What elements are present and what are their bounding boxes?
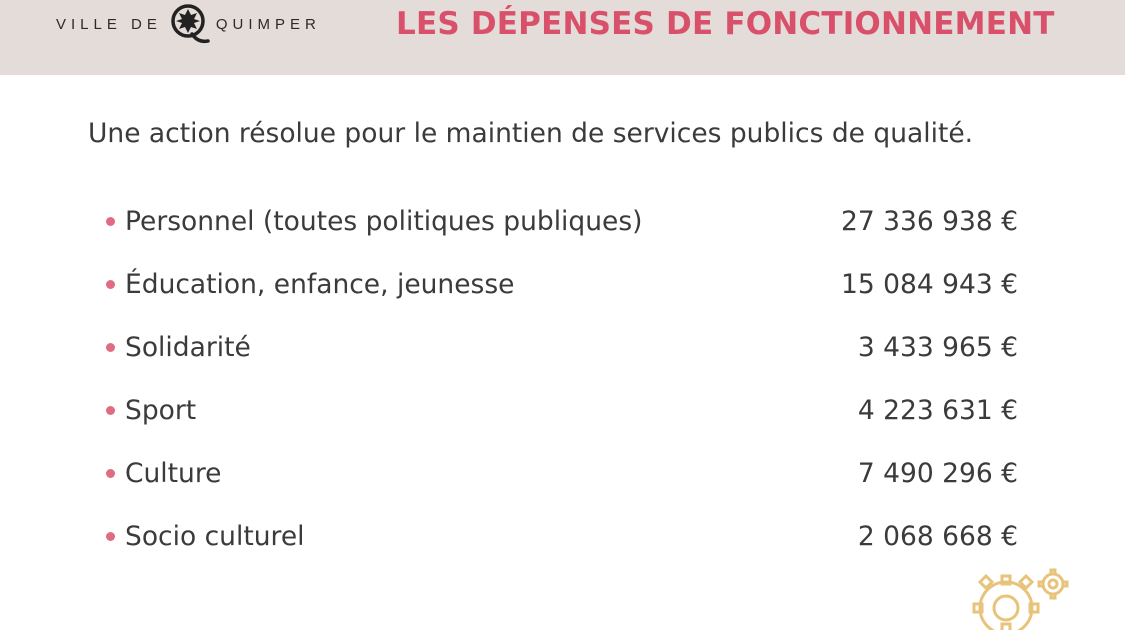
item-amount: 2 068 668 € <box>857 521 1018 552</box>
list-item: Sport 4 223 631 € <box>106 379 1018 442</box>
subtitle: Une action résolue pour le maintien de s… <box>88 118 974 149</box>
item-label: Solidarité <box>125 332 251 363</box>
city-logo: VILLE DE QUIMPER <box>56 4 321 44</box>
item-amount: 27 336 938 € <box>840 206 1018 237</box>
quimper-emblem-icon <box>171 4 210 44</box>
list-item: Personnel (toutes politiques publiques) … <box>106 190 1018 253</box>
list-item: Solidarité 3 433 965 € <box>106 316 1018 379</box>
item-amount: 4 223 631 € <box>857 395 1018 426</box>
list-item: Culture 7 490 296 € <box>106 442 1018 505</box>
page-title: LES DÉPENSES DE FONCTIONNEMENT <box>396 6 1055 42</box>
gears-icon <box>972 568 1069 630</box>
item-amount: 3 433 965 € <box>857 332 1018 363</box>
list-item: Éducation, enfance, jeunesse 15 084 943 … <box>106 253 1018 316</box>
item-label: Éducation, enfance, jeunesse <box>125 269 515 300</box>
logo-text-right: QUIMPER <box>215 15 321 33</box>
bullet-icon <box>106 343 115 352</box>
item-label: Culture <box>125 458 222 489</box>
item-amount: 15 084 943 € <box>840 269 1018 300</box>
item-amount: 7 490 296 € <box>857 458 1018 489</box>
bullet-icon <box>106 406 115 415</box>
bullet-icon <box>106 217 115 226</box>
logo-text-left: VILLE DE <box>56 15 162 33</box>
bullet-icon <box>106 532 115 541</box>
item-label: Sport <box>125 395 197 426</box>
item-label: Socio culturel <box>125 521 305 552</box>
bullet-icon <box>106 280 115 289</box>
expense-list: Personnel (toutes politiques publiques) … <box>106 190 1018 568</box>
bullet-icon <box>106 469 115 478</box>
item-label: Personnel (toutes politiques publiques) <box>125 206 643 237</box>
list-item: Socio culturel 2 068 668 € <box>106 505 1018 568</box>
